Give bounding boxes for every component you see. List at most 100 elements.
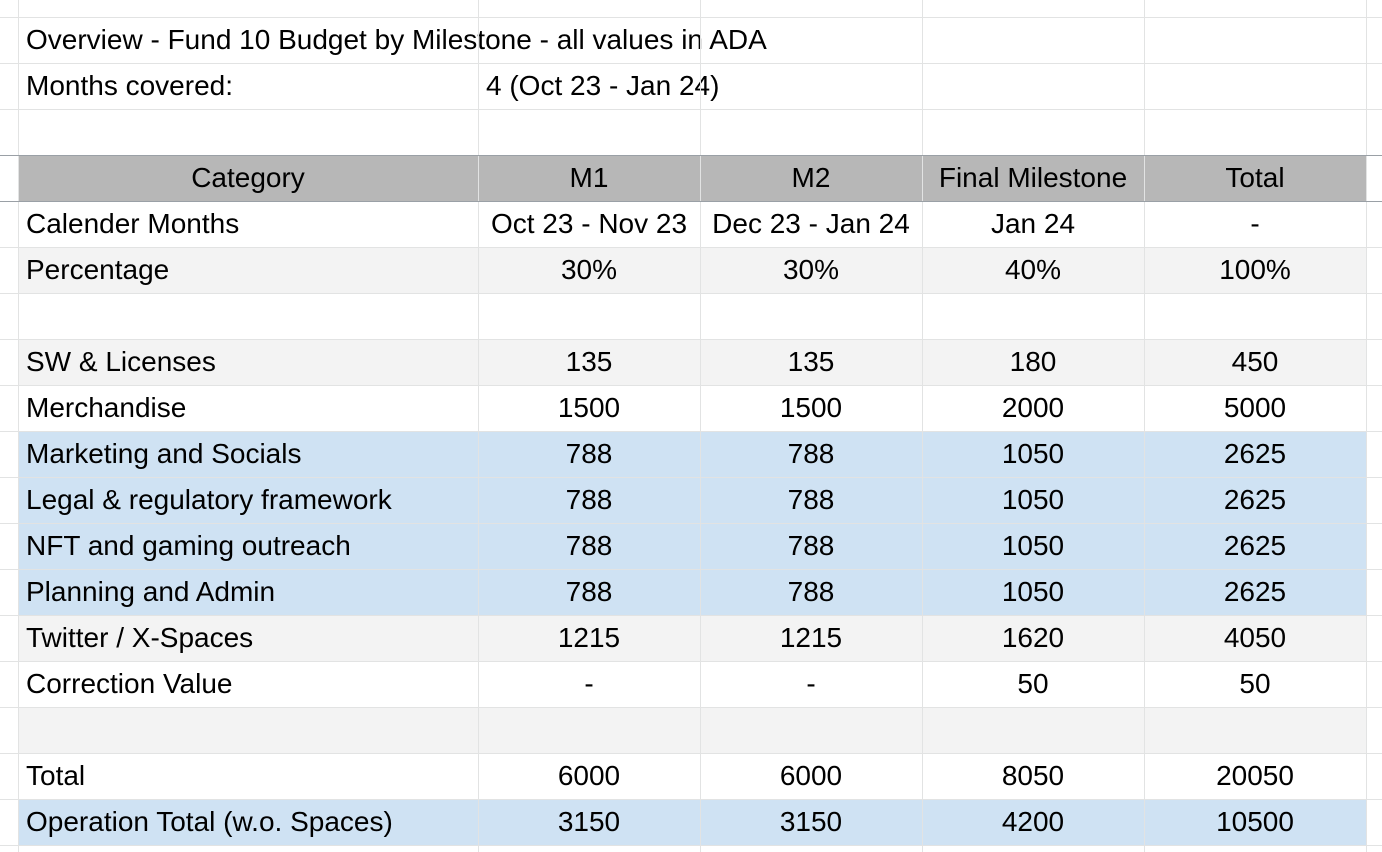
cell-m1[interactable]: 3150 — [557, 806, 621, 837]
row-label[interactable]: Percentage — [26, 254, 170, 285]
row-fill — [18, 615, 1366, 661]
column-divider — [478, 0, 479, 852]
cell-total[interactable]: 20050 — [1216, 760, 1294, 791]
table-row: Calender Months Oct 23 - Nov 23 Dec 23 -… — [0, 201, 1382, 247]
row-label[interactable]: Total — [26, 760, 86, 791]
row-label[interactable]: Calender Months — [26, 208, 240, 239]
cell-total[interactable]: 2625 — [1223, 484, 1287, 515]
row-divider — [0, 385, 1382, 386]
table-row: Planning and Admin 788 788 1050 2625 — [0, 569, 1382, 615]
cell-m1[interactable]: 1215 — [557, 622, 621, 653]
cell-m1[interactable]: 6000 — [557, 760, 621, 791]
cell-total[interactable]: 2625 — [1223, 438, 1287, 469]
column-divider — [1144, 0, 1145, 852]
cell-m2[interactable]: 1500 — [779, 392, 843, 423]
cell-total[interactable]: 4050 — [1223, 622, 1287, 653]
cell-final[interactable]: 4200 — [1001, 806, 1065, 837]
cell-m1[interactable]: 1500 — [557, 392, 621, 423]
cell-final[interactable]: 1050 — [1001, 438, 1065, 469]
cell-final[interactable]: 40% — [1004, 254, 1062, 285]
header-final-milestone[interactable]: Final Milestone — [938, 162, 1128, 193]
cell-final[interactable]: 2000 — [1001, 392, 1065, 423]
row-divider — [0, 339, 1382, 340]
row-fill — [18, 707, 1366, 753]
table-row: NFT and gaming outreach 788 788 1050 262… — [0, 523, 1382, 569]
row-divider — [0, 247, 1382, 248]
header-m1[interactable]: M1 — [569, 162, 609, 193]
cell-m2[interactable]: 788 — [787, 530, 835, 561]
row-label[interactable]: Operation Total (w.o. Spaces) — [26, 806, 393, 837]
cell-m1[interactable]: Oct 23 - Nov 23 — [490, 208, 688, 239]
row-label[interactable]: Twitter / X-Spaces — [26, 622, 254, 653]
months-covered-label[interactable]: Months covered: — [26, 70, 233, 101]
row-fill — [18, 799, 1366, 845]
cell-m1[interactable]: 135 — [565, 346, 613, 377]
cell-m2[interactable]: Dec 23 - Jan 24 — [712, 208, 910, 239]
row-label[interactable]: Merchandise — [26, 392, 187, 423]
cell-m1[interactable]: - — [584, 668, 594, 699]
sheet-title[interactable]: Overview - Fund 10 Budget by Milestone -… — [26, 24, 767, 55]
header-row: Category M1 M2 Final Milestone Total — [0, 155, 1382, 201]
cell-total[interactable]: 10500 — [1216, 806, 1294, 837]
cell-m2[interactable]: 788 — [787, 438, 835, 469]
table-row: Marketing and Socials 788 788 1050 2625 — [0, 431, 1382, 477]
cell-total[interactable]: 5000 — [1223, 392, 1287, 423]
cell-m2[interactable]: 788 — [787, 576, 835, 607]
row-label[interactable]: Marketing and Socials — [26, 438, 302, 469]
months-covered-value[interactable]: 4 (Oct 23 - Jan 24) — [486, 70, 720, 101]
row-divider — [0, 615, 1382, 616]
row-divider — [0, 753, 1382, 754]
cell-total[interactable]: - — [1250, 208, 1260, 239]
row-fill — [18, 569, 1366, 615]
empty-row — [0, 293, 1382, 339]
cell-total[interactable]: 50 — [1239, 668, 1271, 699]
cell-m2[interactable]: 6000 — [779, 760, 843, 791]
row-fill — [18, 339, 1366, 385]
row-fill — [18, 431, 1366, 477]
cell-total[interactable]: 2625 — [1223, 576, 1287, 607]
table-row: Correction Value - - 50 50 — [0, 661, 1382, 707]
cell-final[interactable]: 8050 — [1001, 760, 1065, 791]
cell-total[interactable]: 100% — [1219, 254, 1291, 285]
column-divider — [922, 0, 923, 852]
cell-m2[interactable]: 788 — [787, 484, 835, 515]
header-category[interactable]: Category — [191, 162, 305, 193]
row-divider — [0, 523, 1382, 524]
cell-final[interactable]: 180 — [1009, 346, 1057, 377]
row-label[interactable]: NFT and gaming outreach — [26, 530, 351, 561]
cell-total[interactable]: 2625 — [1223, 530, 1287, 561]
cell-m1[interactable]: 30% — [560, 254, 618, 285]
cell-final[interactable]: 50 — [1017, 668, 1049, 699]
cell-total[interactable]: 450 — [1231, 346, 1279, 377]
cell-final[interactable]: 1050 — [1001, 484, 1065, 515]
header-m2[interactable]: M2 — [791, 162, 831, 193]
header-fill — [18, 155, 1366, 201]
row-divider — [0, 109, 1382, 110]
row-label[interactable]: Legal & regulatory framework — [26, 484, 392, 515]
row-label[interactable]: SW & Licenses — [26, 346, 216, 377]
cell-final[interactable]: Jan 24 — [990, 208, 1076, 239]
row-label[interactable]: Planning and Admin — [26, 576, 276, 607]
cell-m2[interactable]: 3150 — [779, 806, 843, 837]
cell-m2[interactable]: 1215 — [779, 622, 843, 653]
cell-m1[interactable]: 788 — [565, 576, 613, 607]
cell-m1[interactable]: 788 — [565, 530, 613, 561]
cell-final[interactable]: 1050 — [1001, 530, 1065, 561]
cell-m1[interactable]: 788 — [565, 438, 613, 469]
row-fill — [18, 523, 1366, 569]
header-total[interactable]: Total — [1225, 162, 1285, 193]
cell-m2[interactable]: 30% — [782, 254, 840, 285]
cell-final[interactable]: 1620 — [1001, 622, 1065, 653]
row-divider — [0, 799, 1382, 800]
row-divider — [0, 569, 1382, 570]
months-covered-row: Months covered: 4 (Oct 23 - Jan 24) — [0, 63, 1382, 109]
cell-m2[interactable]: 135 — [787, 346, 835, 377]
cell-final[interactable]: 1050 — [1001, 576, 1065, 607]
table-row: Twitter / X-Spaces 1215 1215 1620 4050 — [0, 615, 1382, 661]
cell-m1[interactable]: 788 — [565, 484, 613, 515]
row-divider — [0, 477, 1382, 478]
row-label[interactable]: Correction Value — [26, 668, 233, 699]
title-row: Overview - Fund 10 Budget by Milestone -… — [0, 17, 1382, 63]
cell-m2[interactable]: - — [806, 668, 816, 699]
